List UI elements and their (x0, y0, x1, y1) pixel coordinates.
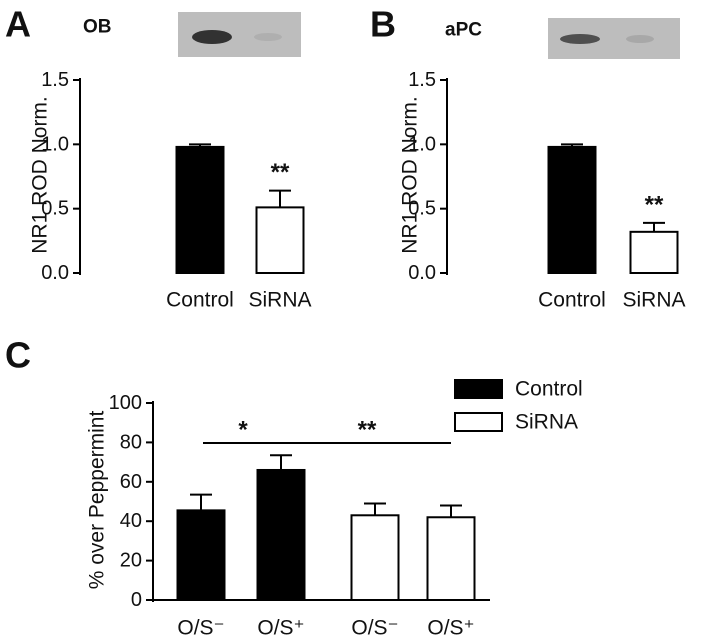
legend-swatch (454, 379, 503, 399)
x-tick-label: Control (166, 289, 234, 312)
bar (629, 230, 679, 274)
y-tick-label: 1.0 (41, 133, 69, 155)
x-tick-label: O/S⁻ (177, 617, 224, 640)
y-axis-label: NR1 ROD Norm. (29, 96, 52, 254)
y-axis-label: NR1 ROD Norm. (399, 96, 422, 254)
legend-label: Control (515, 378, 583, 401)
x-tick-label: O/S⁺ (257, 617, 304, 640)
bar (547, 145, 597, 274)
significance-mark: ** (645, 191, 664, 218)
y-tick-label: 1.5 (408, 69, 436, 91)
y-tick-label: 100 (109, 392, 142, 414)
bar (256, 468, 306, 602)
panel-title: aPC (445, 20, 482, 41)
y-tick-label: 0.5 (41, 198, 69, 220)
western-blot-ob (178, 12, 301, 57)
x-tick-label: O/S⁻ (351, 617, 398, 640)
y-tick-label: 80 (120, 431, 142, 453)
significance-mark: ** (271, 159, 290, 186)
y-tick-label: 0 (131, 589, 142, 611)
panel-letter: B (370, 4, 396, 45)
bar (176, 509, 226, 601)
y-tick-label: 1.5 (41, 69, 69, 91)
bar (426, 516, 476, 602)
y-tick-label: 40 (120, 510, 142, 532)
y-tick-label: 0.0 (41, 262, 69, 284)
y-tick-label: 0.0 (408, 262, 436, 284)
x-tick-label: SiRNA (622, 289, 685, 312)
y-tick-label: 0.5 (408, 198, 436, 220)
x-tick-label: Control (538, 289, 606, 312)
bar (350, 514, 400, 601)
x-tick-label: O/S⁺ (427, 617, 474, 640)
panel-letter: A (5, 4, 31, 45)
significance-mark: * (238, 417, 248, 444)
panel-title: OB (83, 17, 112, 38)
y-tick-label: 60 (120, 471, 142, 493)
y-tick-label: 20 (120, 550, 142, 572)
x-tick-label: SiRNA (248, 289, 311, 312)
legend-swatch (454, 412, 503, 432)
y-tick-label: 1.0 (408, 133, 436, 155)
western-blot-apc (548, 18, 680, 59)
bar (255, 206, 305, 275)
y-axis-label: % over Peppermint (86, 411, 109, 590)
legend-label: SiRNA (515, 411, 578, 434)
significance-mark: ** (358, 417, 377, 444)
panel-letter: C (5, 335, 31, 376)
bar (175, 145, 225, 274)
